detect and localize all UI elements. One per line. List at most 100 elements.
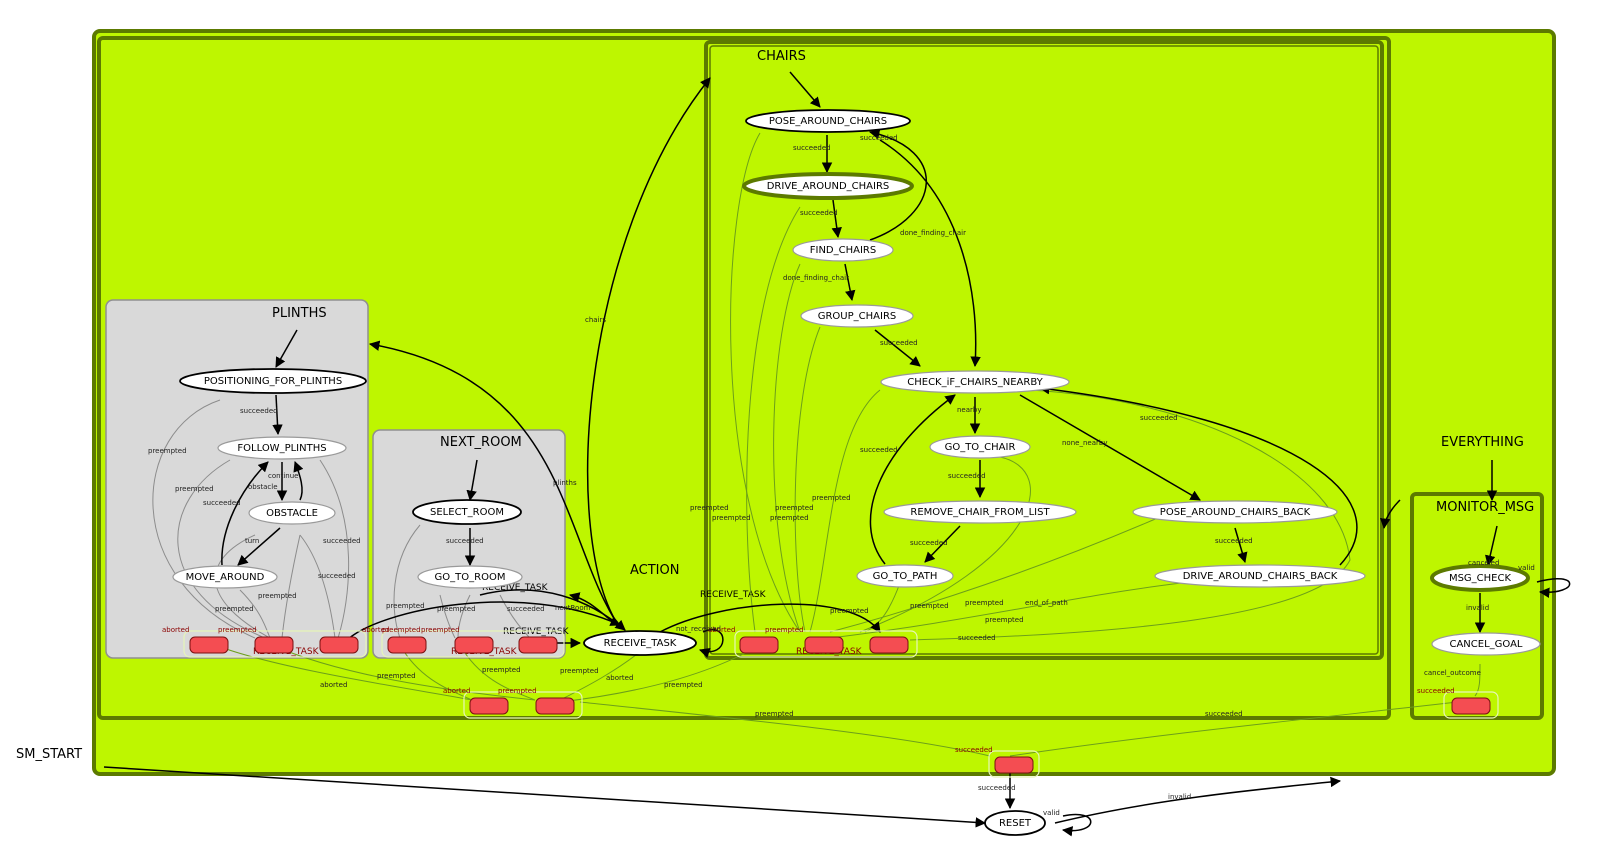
cluster-label-action: ACTION (630, 563, 679, 578)
cluster-label-receive-task-mid1: RECEIVE_TASK (482, 583, 549, 593)
outcome-succeeded-everything[interactable] (994, 756, 1034, 774)
svg-text:preempted: preempted (830, 607, 869, 615)
state-label: RESET (999, 818, 1032, 829)
state-label: GO_TO_PATH (873, 571, 938, 582)
state-label: FOLLOW_PLINTHS (237, 443, 326, 454)
state-receive-task[interactable]: RECEIVE_TASK (583, 630, 697, 656)
state-label: POSITIONING_FOR_PLINTHS (204, 376, 342, 387)
svg-text:succeeded: succeeded (240, 407, 278, 415)
state-label: MOVE_AROUND (186, 572, 265, 583)
outcome-preempted-plinths[interactable] (254, 636, 294, 654)
svg-text:turn: turn (245, 537, 259, 545)
outcome-succeeded-nextroom[interactable] (518, 636, 558, 654)
state-go-to-chair[interactable]: GO_TO_CHAIR (929, 435, 1031, 459)
outcome-preempted-chairs[interactable] (804, 636, 844, 654)
state-label: DRIVE_AROUND_CHAIRS_BACK (1183, 571, 1338, 582)
state-label: GROUP_CHAIRS (818, 311, 897, 322)
outcome-aborted-nextroom[interactable] (387, 636, 427, 654)
cluster-action (97, 36, 1391, 720)
svg-text:preempted: preempted (258, 592, 297, 600)
outcome-succeeded-plinths[interactable] (319, 636, 359, 654)
state-move-around[interactable]: MOVE_AROUND (172, 565, 278, 589)
svg-text:succeeded: succeeded (958, 634, 996, 642)
svg-text:preempted: preempted (765, 626, 804, 634)
state-label: SELECT_ROOM (430, 507, 504, 518)
state-find-chairs[interactable]: FIND_CHAIRS (792, 238, 894, 262)
svg-text:succeeded: succeeded (955, 746, 993, 754)
svg-text:aborted: aborted (606, 674, 633, 682)
outcome-succeeded-monitor[interactable] (1451, 697, 1491, 715)
svg-text:succeeded: succeeded (1417, 687, 1455, 695)
state-go-to-room[interactable]: GO_TO_ROOM (417, 565, 523, 589)
state-obstacle[interactable]: OBSTACLE (248, 501, 336, 525)
state-drive-around-chairs[interactable]: DRIVE_AROUND_CHAIRS (742, 172, 914, 200)
svg-text:done_finding_chair: done_finding_chair (783, 274, 849, 282)
svg-text:cancel_outcome: cancel_outcome (1424, 669, 1481, 677)
outcome-preempted-nextroom[interactable] (454, 636, 494, 654)
svg-text:succeeded: succeeded (948, 472, 986, 480)
state-select-room[interactable]: SELECT_ROOM (412, 499, 522, 525)
state-remove-chair-from-list[interactable]: REMOVE_CHAIR_FROM_LIST (883, 500, 1077, 524)
svg-text:succeeded: succeeded (978, 784, 1016, 792)
state-cancel-goal[interactable]: CANCEL_GOAL (1431, 632, 1541, 656)
state-label: OBSTACLE (266, 508, 318, 519)
svg-text:succeeded: succeeded (1205, 710, 1243, 718)
svg-text:valid: valid (1518, 564, 1535, 572)
state-go-to-path[interactable]: GO_TO_PATH (856, 564, 954, 588)
svg-text:succeeded: succeeded (880, 339, 918, 347)
state-label: FIND_CHAIRS (810, 245, 876, 256)
svg-text:preempted: preempted (690, 504, 729, 512)
state-reset[interactable]: RESET (984, 810, 1046, 836)
state-label: DRIVE_AROUND_CHAIRS (767, 181, 890, 192)
state-label: CHECK_iF_CHAIRS_NEARBY (907, 377, 1043, 388)
state-drive-around-chairs-back[interactable]: DRIVE_AROUND_CHAIRS_BACK (1154, 564, 1366, 588)
svg-text:preempted: preempted (812, 494, 851, 502)
svg-text:preempted: preempted (712, 514, 751, 522)
svg-text:preempted: preempted (218, 626, 257, 634)
state-follow-plinths[interactable]: FOLLOW_PLINTHS (217, 436, 347, 460)
cluster-label-receive-task-mid3: RECEIVE_TASK (700, 590, 767, 600)
svg-text:nextRoom: nextRoom (555, 604, 591, 612)
cluster-chairs (704, 40, 1384, 660)
svg-text:succeeded: succeeded (318, 572, 356, 580)
svg-text:preempted: preempted (775, 504, 814, 512)
outcome-aborted-chairs[interactable] (739, 636, 779, 654)
state-check-if-chairs-nearby[interactable]: CHECK_iF_CHAIRS_NEARBY (880, 370, 1070, 394)
svg-text:aborted: aborted (320, 681, 347, 689)
svg-text:preempted: preempted (965, 599, 1004, 607)
state-positioning-for-plinths[interactable]: POSITIONING_FOR_PLINTHS (179, 368, 367, 394)
svg-text:preempted: preempted (386, 602, 425, 610)
svg-text:preempted: preempted (421, 626, 460, 634)
state-pose-around-chairs[interactable]: POSE_AROUND_CHAIRS (745, 109, 911, 133)
svg-text:succeeded: succeeded (446, 537, 484, 545)
svg-text:invalid: invalid (1168, 793, 1191, 801)
svg-text:succeeded: succeeded (860, 134, 898, 142)
svg-text:succeeded: succeeded (507, 605, 545, 613)
state-label: POSE_AROUND_CHAIRS (769, 116, 887, 127)
state-group-chairs[interactable]: GROUP_CHAIRS (800, 304, 914, 328)
svg-text:preempted: preempted (560, 667, 599, 675)
svg-text:canceled: canceled (1468, 559, 1499, 567)
outcome-aborted-plinths[interactable] (189, 636, 229, 654)
cluster-chairs-inner (709, 45, 1379, 655)
outcome-aborted-action[interactable] (469, 697, 509, 715)
state-pose-around-chairs-back[interactable]: POSE_AROUND_CHAIRS_BACK (1132, 500, 1338, 524)
svg-text:aborted: aborted (362, 626, 389, 634)
state-msg-check[interactable]: MSG_CHECK (1430, 564, 1530, 592)
outcomes (183, 630, 1499, 778)
svg-text:preempted: preempted (215, 605, 254, 613)
outcome-succeeded-chairs[interactable] (869, 636, 909, 654)
outcome-preempted-action[interactable] (535, 697, 575, 715)
svg-text:preempted: preempted (382, 626, 421, 634)
cluster-label-receive-task-mid2: RECEIVE_TASK (503, 627, 570, 637)
svg-text:succeeded: succeeded (203, 499, 241, 507)
svg-text:preempted: preempted (377, 672, 416, 680)
svg-text:valid: valid (1043, 809, 1060, 817)
svg-text:obstacle: obstacle (248, 483, 278, 491)
state-label: CANCEL_GOAL (1449, 639, 1522, 650)
svg-text:succeeded: succeeded (910, 539, 948, 547)
svg-text:aborted: aborted (162, 626, 189, 634)
nodes: POSE_AROUND_CHAIRS DRIVE_AROUND_CHAIRS F… (172, 109, 1541, 836)
state-label: RECEIVE_TASK (604, 638, 677, 649)
